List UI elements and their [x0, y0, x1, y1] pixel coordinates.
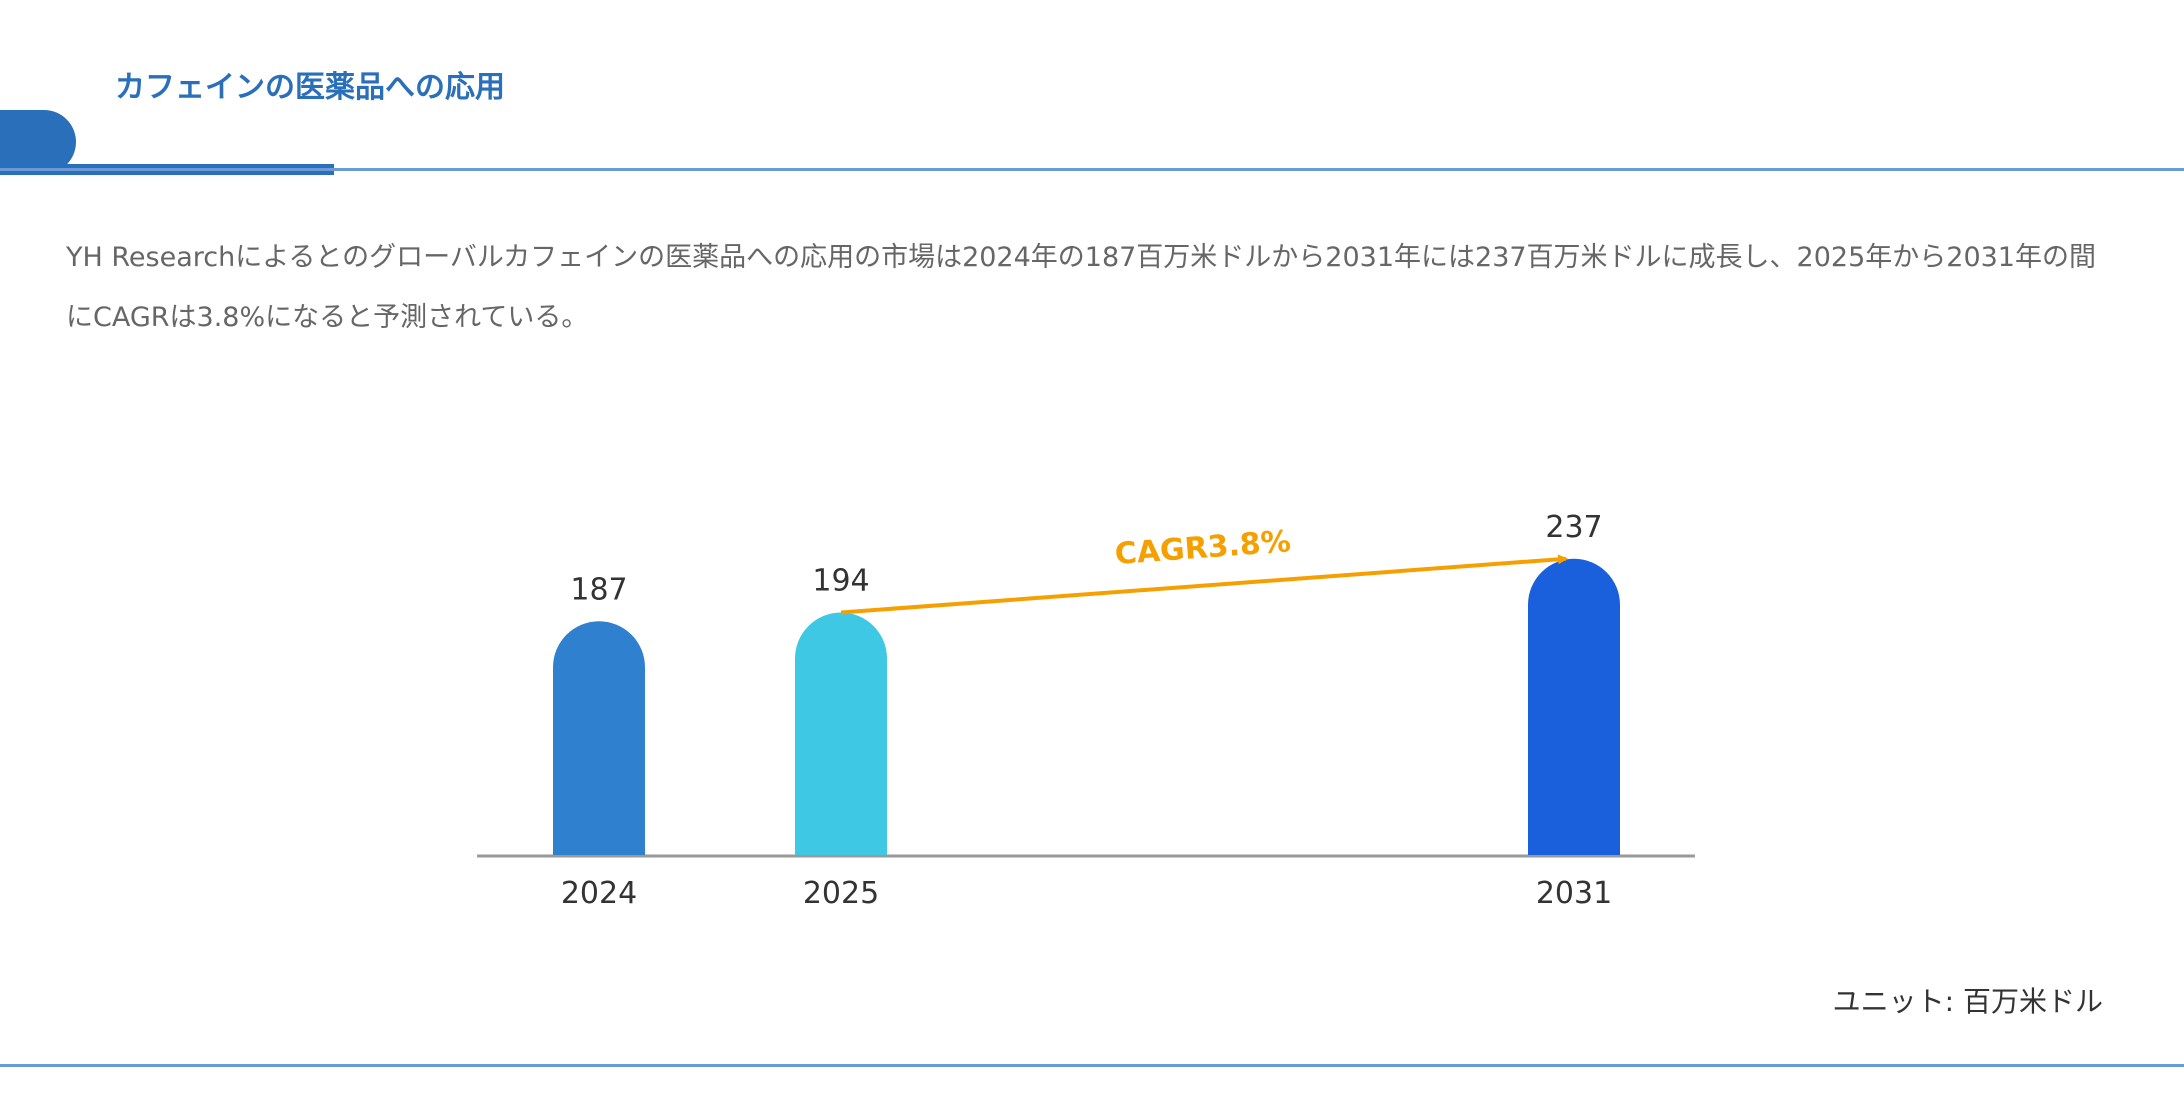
- unit-label: ユニット: 百万米ドル: [1832, 985, 2103, 1018]
- header-tab-decoration: [0, 110, 76, 174]
- cagr-label: CAGR3.8%: [1114, 524, 1292, 572]
- x-tick-label-2024: 2024: [561, 876, 637, 911]
- x-tick-label-2031: 2031: [1536, 876, 1612, 911]
- section-title: カフェインの医薬品への応用: [115, 70, 505, 105]
- value-label-2031: 237: [1545, 510, 1602, 545]
- x-tick-label-2025: 2025: [803, 876, 879, 911]
- value-label-2025: 194: [812, 564, 869, 599]
- bar-2031: [1528, 558, 1620, 855]
- bar-2024: [553, 621, 645, 855]
- description-text: YH Researchによるとのグローバルカフェインの医薬品への応用の市場は20…: [66, 242, 2096, 333]
- header-divider: [0, 168, 2184, 171]
- bottom-divider: [0, 1064, 2184, 1067]
- cagr-arrow: [840, 554, 1568, 615]
- value-label-2024: 187: [570, 572, 627, 607]
- bar-2025: [795, 612, 888, 855]
